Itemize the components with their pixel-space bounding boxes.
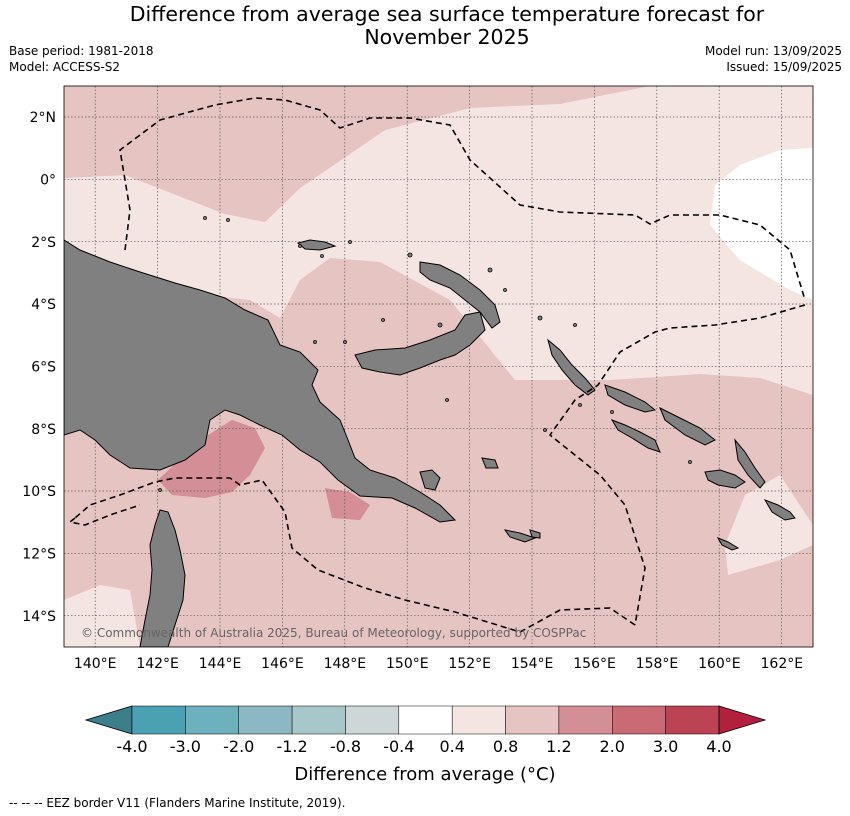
lat-tick-label: 4°S: [31, 297, 56, 313]
anomaly-field-0.4-0.8-south-east: [725, 475, 813, 575]
lat-tick-label: 2°S: [31, 235, 56, 251]
lon-tick-label: 158°E: [636, 656, 679, 672]
colorbar-tick-label: -4.0: [116, 737, 147, 756]
manus-island: [296, 239, 337, 251]
small-islets: [158, 216, 692, 492]
chart-title: Difference from average sea surface temp…: [0, 3, 850, 49]
colorbar-over-extension: [718, 705, 767, 735]
new-britain-island: [354, 311, 486, 376]
issued-text: Issued: 15/09/2025: [726, 60, 842, 74]
lat-tick-label: 12°S: [22, 547, 56, 563]
colorbar-segment: [665, 705, 720, 735]
colorbar-tick-labels: -4.0 -3.0 -2.0 -1.2 -0.8 -0.4 0.4 0.8 1.2 2.0 3.0 4…: [116, 737, 731, 756]
lon-tick-label: 154°E: [511, 656, 554, 672]
land: [64, 239, 796, 647]
santa-isabel-island: [659, 406, 716, 446]
anomaly-field-neutral: [710, 148, 813, 300]
eez-legend-note: -- -- -- EEZ border V11 (Flanders Marine…: [9, 796, 346, 810]
guadalcanal-island: [704, 469, 746, 489]
choiseul-island: [604, 384, 657, 413]
new-georgia-islands: [610, 419, 661, 453]
colorbar-tick-label: 0.4: [439, 737, 464, 756]
colorbar-tick-label: 1.2: [546, 737, 571, 756]
rossel-island: [529, 529, 541, 539]
anomaly-field-0.4-0.8: [64, 86, 813, 395]
colorbar-segment: [238, 705, 293, 735]
colorbar-segment: [505, 705, 560, 735]
rennell-island: [716, 537, 740, 551]
meta-right: Model run: 13/09/2025 Issued: 15/09/2025: [705, 43, 842, 75]
australia-cape-york-landmass: [139, 509, 186, 647]
lat-tick-label: 2°N: [30, 110, 56, 126]
lon-tick-label: 144°E: [199, 656, 242, 672]
colorbar-segment: [612, 705, 666, 735]
lon-tick-label: 160°E: [698, 656, 741, 672]
lat-tick-label: 6°S: [31, 360, 56, 376]
map-area[interactable]: [64, 86, 813, 647]
anomaly-field-1.2-2.0-gulf: [158, 420, 265, 498]
anomaly-field-0.8-1.2-north: [64, 86, 560, 222]
title-line-1: Difference from average sea surface temp…: [129, 2, 765, 26]
lat-tick-label: 10°S: [22, 484, 56, 500]
colorbar-segment: [345, 705, 400, 735]
colorbar-segment: [291, 705, 346, 735]
new-ireland-island: [419, 261, 501, 329]
colorbar-segment: [398, 705, 453, 735]
meta-left: Base period: 1981-2018 Model: ACCESS-S2: [9, 43, 154, 75]
colorbar-tick-label: 3.0: [653, 737, 678, 756]
colorbar-tick-label: -1.2: [276, 737, 307, 756]
colorbar-segment: [185, 705, 239, 735]
lat-tick-label: 0°: [40, 173, 56, 189]
lon-tick-label: 150°E: [386, 656, 429, 672]
title-line-2: November 2025: [364, 25, 530, 49]
lat-tick-label: 14°S: [22, 609, 56, 625]
anomaly-field-1.2-2.0-coral-sea: [325, 488, 370, 520]
model-run-text: Model run: 13/09/2025: [704, 44, 842, 58]
lon-tick-label: 146°E: [261, 656, 304, 672]
colorbar-tick-label: 2.0: [600, 737, 625, 756]
makira-island: [763, 499, 796, 521]
colorbar-tick-label: -0.8: [330, 737, 361, 756]
colorbar-tick-label: -0.4: [383, 737, 414, 756]
colorbar-tick-label: -3.0: [170, 737, 201, 756]
eez-border: [68, 97, 806, 633]
colorbar-tick-label: 0.8: [493, 737, 518, 756]
malaita-island: [734, 438, 766, 489]
louisiade-islands: [503, 529, 537, 543]
base-period-text: Base period: 1981-2018: [9, 44, 154, 58]
colorbar-tick-label: -2.0: [223, 737, 254, 756]
lon-tick-label: 162°E: [761, 656, 804, 672]
colorbar-segment: [558, 705, 613, 735]
model-text: Model: ACCESS-S2: [9, 60, 121, 74]
map-frame: [63, 85, 814, 648]
lat-tick-label: 8°S: [31, 422, 56, 438]
colorbar-segment: [451, 705, 506, 735]
new-guinea-landmass: [64, 239, 457, 523]
lon-tick-label: 156°E: [573, 656, 616, 672]
lon-tick-label: 142°E: [136, 656, 179, 672]
bougainville-island: [547, 338, 596, 396]
colorbar-segment: [131, 705, 186, 735]
colorbar: [84, 705, 767, 735]
lon-tick-label: 140°E: [74, 656, 117, 672]
anomaly-field-0.4-0.8-south-west: [64, 585, 140, 647]
lon-tick-label: 152°E: [448, 656, 491, 672]
latitude-tick-labels: 2°N 0° 2°S 4°S 6°S 8°S 10°S 12°S 14°S: [22, 110, 56, 625]
trobriand-islands: [481, 457, 499, 469]
colorbar-under-extension: [84, 705, 133, 735]
longitude-tick-labels: 140°E 142°E 144°E 146°E 148°E 150°E 152°E 154°E…: [74, 656, 803, 672]
colorbar-tick-label: 4.0: [706, 737, 731, 756]
dentrecasteaux-islands: [419, 469, 441, 491]
colorbar-title: Difference from average (°C): [294, 764, 555, 785]
copyright-text: © Commonwealth of Australia 2025, Bureau…: [81, 626, 586, 640]
lon-tick-label: 148°E: [324, 656, 367, 672]
